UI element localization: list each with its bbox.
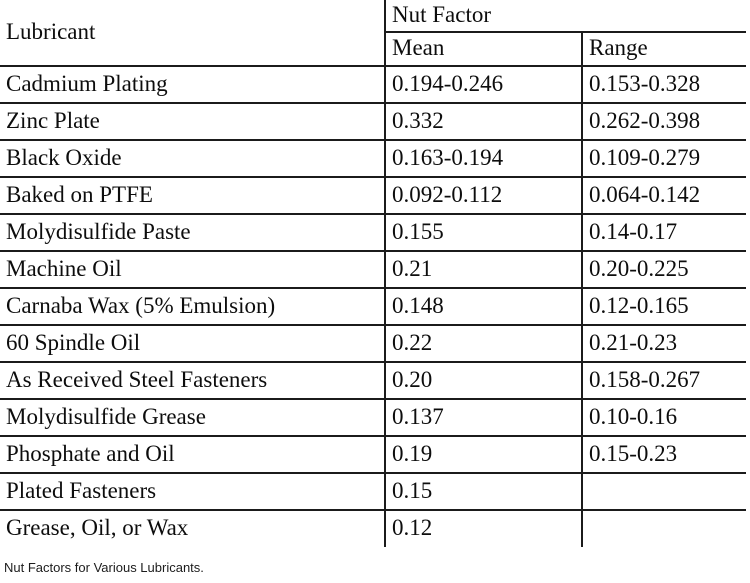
- range-cell: [580, 509, 747, 547]
- table-row: As Received Steel Fasteners 0.20 0.158-0.2…: [0, 361, 747, 400]
- lubricant-cell: Plated Fasteners: [0, 472, 385, 511]
- mean-cell: 0.155: [384, 213, 582, 252]
- table-row: Machine Oil 0.21 0.20-0.225: [0, 250, 747, 289]
- table-caption: Nut Factors for Various Lubricants.: [4, 559, 204, 575]
- lubricant-cell: Cadmium Plating: [0, 65, 385, 104]
- mean-cell: 0.137: [384, 398, 582, 437]
- range-cell: 0.10-0.16: [580, 398, 747, 437]
- mean-cell: 0.19: [384, 435, 582, 474]
- header-row-sub: Mean Range: [0, 32, 747, 67]
- lubricant-cell: Grease, Oil, or Wax: [6, 515, 189, 541]
- lubricant-cell: Molydisulfide Paste: [0, 213, 385, 252]
- lubricant-cell: Machine Oil: [0, 250, 385, 289]
- table-row: Molydisulfide Grease 0.137 0.10-0.16: [0, 398, 747, 437]
- range-cell: 0.20-0.225: [580, 250, 747, 289]
- table-body: Cadmium Plating 0.194-0.246 0.153-0.328 Zin…: [0, 65, 747, 547]
- range-cell: 0.064-0.142: [580, 176, 747, 215]
- range-cell: 0.12-0.165: [580, 287, 747, 326]
- table-row: Zinc Plate 0.332 0.262-0.398: [0, 102, 747, 141]
- mean-column-header: Mean: [384, 32, 582, 67]
- lubricant-cell: Molydisulfide Grease: [0, 398, 385, 437]
- mean-cell: 0.20: [384, 361, 582, 400]
- lubricant-cell: 60 Spindle Oil: [0, 324, 385, 363]
- table-row: Molydisulfide Paste 0.155 0.14-0.17: [0, 213, 747, 252]
- mean-cell: 0.163-0.194: [384, 139, 582, 178]
- table-row: Plated Fasteners 0.15: [0, 472, 747, 511]
- range-cell: 0.158-0.267: [580, 361, 747, 400]
- lubricant-cell: Black Oxide: [0, 139, 385, 178]
- nut-factor-table: Lubricant Nut Factor Mean Range Cadmium …: [0, 0, 747, 547]
- range-cell: [580, 472, 747, 511]
- range-cell: 0.109-0.279: [580, 139, 747, 178]
- mean-cell: 0.22: [384, 324, 582, 363]
- mean-cell: 0.092-0.112: [384, 176, 582, 215]
- table-row: Baked on PTFE 0.092-0.112 0.064-0.142: [0, 176, 747, 215]
- mean-cell: 0.12: [384, 509, 582, 547]
- nut-factor-group-header: Nut Factor: [383, 0, 747, 34]
- mean-cell: 0.21: [384, 250, 582, 289]
- mean-cell: 0.15: [384, 472, 582, 511]
- mean-cell: 0.148: [384, 287, 582, 326]
- table-row: 60 Spindle Oil 0.22 0.21-0.23: [0, 324, 747, 363]
- table-row: Phosphate and Oil 0.19 0.15-0.23: [0, 435, 747, 474]
- mean-cell: 0.332: [384, 102, 582, 141]
- table-row: Cadmium Plating 0.194-0.246 0.153-0.328: [0, 65, 747, 104]
- lubricant-cell: Zinc Plate: [0, 102, 385, 141]
- range-cell: 0.21-0.23: [580, 324, 747, 363]
- mean-cell: 0.194-0.246: [384, 65, 582, 104]
- lubricant-column-header: Lubricant: [0, 0, 385, 67]
- range-cell: 0.14-0.17: [580, 213, 747, 252]
- table-row: Grease, Oil, or Wax 0.12: [0, 509, 747, 547]
- lubricant-cell: Phosphate and Oil: [0, 435, 385, 474]
- range-column-header: Range: [580, 32, 747, 67]
- lubricant-cell: Carnaba Wax (5% Emulsion): [0, 287, 385, 326]
- lubricant-cell: Baked on PTFE: [0, 176, 385, 215]
- range-cell: 0.262-0.398: [580, 102, 747, 141]
- range-cell: 0.153-0.328: [580, 65, 747, 104]
- range-cell: 0.15-0.23: [580, 435, 747, 474]
- lubricant-cell: As Received Steel Fasteners: [0, 361, 385, 400]
- table-row: Black Oxide 0.163-0.194 0.109-0.279: [0, 139, 747, 178]
- table-row: Carnaba Wax (5% Emulsion) 0.148 0.12-0.165: [0, 287, 747, 326]
- header-row-group: Lubricant Nut Factor: [0, 0, 747, 67]
